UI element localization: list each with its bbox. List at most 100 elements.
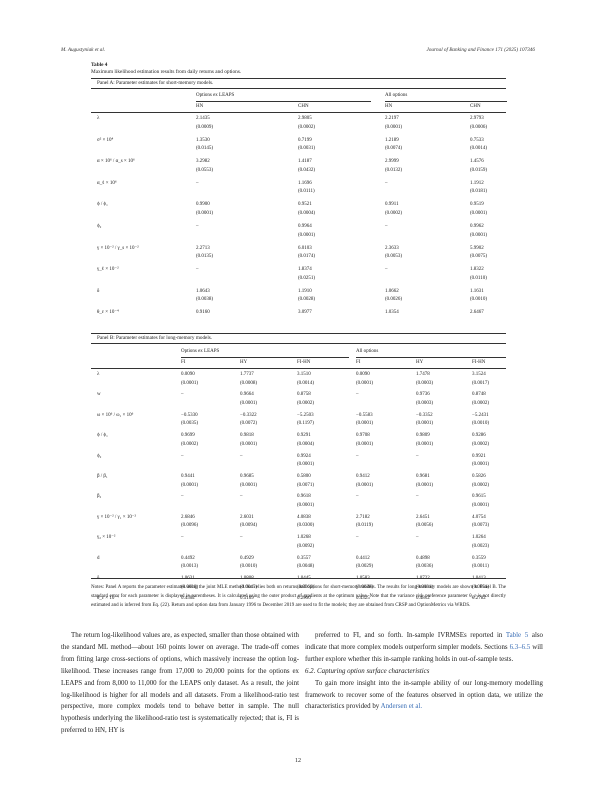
estimate-value: 0.3559 <box>472 555 486 561</box>
standard-error: (0.0135) <box>196 254 214 260</box>
estimate-value: – <box>196 180 199 186</box>
text-span: To gain more insight into the in-sample … <box>305 679 543 711</box>
standard-error: (0.0001) <box>470 211 488 216</box>
estimate-value: 0.9286 <box>472 433 486 439</box>
estimate-value: 0.8758 <box>297 392 311 398</box>
estimate-value: 1.0268 <box>297 535 311 541</box>
parameter-label: λ <box>97 372 100 377</box>
estimate-value: 0.3557 <box>297 555 311 561</box>
estimate-value: 0.9809 <box>416 433 430 439</box>
estimate-value: 0.9736 <box>416 392 430 398</box>
parameter-label: β / β₁ <box>97 474 108 479</box>
estimate-value: – <box>356 453 359 459</box>
estimate-value: 0.2990 <box>297 596 311 602</box>
table-5-link[interactable]: Table 5 <box>505 632 529 639</box>
standard-error: (0.0181) <box>470 189 488 195</box>
standard-error: (0.0001) <box>385 124 403 130</box>
standard-error: (0.0009) <box>196 124 214 130</box>
body-paragraph: To gain more insight into the in-sample … <box>305 678 543 714</box>
standard-error: (0.0001) <box>472 503 490 508</box>
estimate-value: 0.9615 <box>472 494 486 500</box>
standard-error: (0.0092) <box>297 543 315 549</box>
standard-error: (0.0066) <box>297 584 315 590</box>
parameter-label: θ_ε × 10⁻⁴ <box>97 596 119 602</box>
standard-error: (0.0111) <box>298 189 315 195</box>
standard-error: (0.0001) <box>298 232 316 238</box>
parameter-label: λ <box>97 116 100 121</box>
estimate-value: 1.2189 <box>385 137 399 143</box>
estimate-value: −0.3352 <box>416 412 433 418</box>
table-caption: Maximum likelihood estimation results fr… <box>91 69 242 75</box>
standard-error: (0.0035) <box>181 421 199 427</box>
estimate-value: 0.9911 <box>385 202 399 208</box>
standard-error: (0.0001) <box>470 232 488 238</box>
column-header: CHN <box>470 104 481 109</box>
estimate-value: 0.2782 <box>472 596 486 602</box>
estimate-value: 1.3530 <box>196 137 210 143</box>
estimate-value: 5.9902 <box>470 245 484 251</box>
column-header: HN <box>385 104 393 109</box>
sections-link[interactable]: 6.3–6.5 <box>509 643 531 651</box>
estimate-value: 0.9412 <box>356 474 370 479</box>
standard-error: (0.0132) <box>385 167 403 173</box>
standard-error: (0.0001) <box>356 421 374 427</box>
estimate-value: – <box>416 494 419 500</box>
estimate-value: – <box>356 535 359 541</box>
standard-error: (0.0028) <box>298 297 316 303</box>
standard-error: (0.0003) <box>416 380 434 386</box>
standard-error: (0.0002) <box>298 124 316 130</box>
standard-error: (0.0014) <box>470 146 488 152</box>
estimate-value: – <box>196 224 199 229</box>
estimate-value: 1.4576 <box>470 159 484 165</box>
body-left-column: The return log-likelihood values are, as… <box>61 630 299 737</box>
column-group-header: Options ex LEAPS <box>181 349 220 354</box>
standard-error: (0.0003) <box>416 401 434 406</box>
standard-error: (0.0038) <box>196 297 214 303</box>
estimate-value: 0.9964 <box>298 224 312 229</box>
column-header: FI-HN <box>472 360 486 365</box>
standard-error: (0.0028) <box>356 584 374 590</box>
standard-error: (0.0002) <box>181 441 199 447</box>
standard-error: (0.0017) <box>472 380 490 386</box>
standard-error: (0.0031) <box>416 584 434 590</box>
estimate-value: 3.2982 <box>196 159 210 165</box>
standard-error: (0.0006) <box>470 124 488 130</box>
estimate-value: 2.6467 <box>470 310 484 316</box>
estimate-value: 1.1696 <box>298 180 312 186</box>
standard-error: (0.0001) <box>240 482 258 488</box>
estimate-value: 1.0662 <box>385 288 399 294</box>
standard-error: (0.0073) <box>472 523 490 529</box>
standard-error: (0.0029) <box>356 564 374 570</box>
column-header: FI-HN <box>297 360 311 365</box>
body-paragraph: The return log-likelihood values are, as… <box>61 632 299 735</box>
standard-error: (0.0002) <box>472 441 490 447</box>
estimate-value: 0.7533 <box>470 137 484 143</box>
standard-error: (0.0008) <box>240 380 258 386</box>
text-span: also indicate that more complex models o… <box>305 632 543 651</box>
standard-error: (0.0300) <box>297 523 315 529</box>
standard-error: (0.0553) <box>196 167 214 173</box>
standard-error: (0.0051) <box>472 584 490 590</box>
parameter-label: ϕ₂ <box>97 224 102 229</box>
estimate-value: 2.6031 <box>240 514 254 520</box>
estimate-value: 4.0754 <box>472 514 486 520</box>
body-right-column: preferred to FI, and so forth. In-sample… <box>305 630 543 713</box>
parameter-label: σ² × 10⁴ <box>97 137 114 143</box>
estimate-value: 2.6451 <box>416 514 430 520</box>
standard-error: (0.0119) <box>356 523 373 529</box>
parameter-label: γ₂ × 10⁻² <box>97 535 116 541</box>
estimate-value: −0.3322 <box>240 412 257 418</box>
estimate-value: 0.9900 <box>196 202 210 208</box>
estimate-value: 2.2197 <box>385 116 399 121</box>
estimate-value: 2.3633 <box>385 245 399 251</box>
standard-error: (0.0002) <box>385 211 403 216</box>
standard-error: (0.0251) <box>298 275 316 281</box>
standard-error: (0.0001) <box>240 401 258 406</box>
citation-link[interactable]: Andersen et al. <box>380 703 423 711</box>
estimate-value: – <box>385 267 388 273</box>
parameter-label: γ × 10⁻² / γ₁ × 10⁻² <box>97 514 136 520</box>
standard-error: (0.0001) <box>297 503 315 508</box>
estimate-value: 1.0354 <box>385 310 399 316</box>
column-group-rule <box>181 357 349 358</box>
column-header: HY <box>240 360 248 365</box>
